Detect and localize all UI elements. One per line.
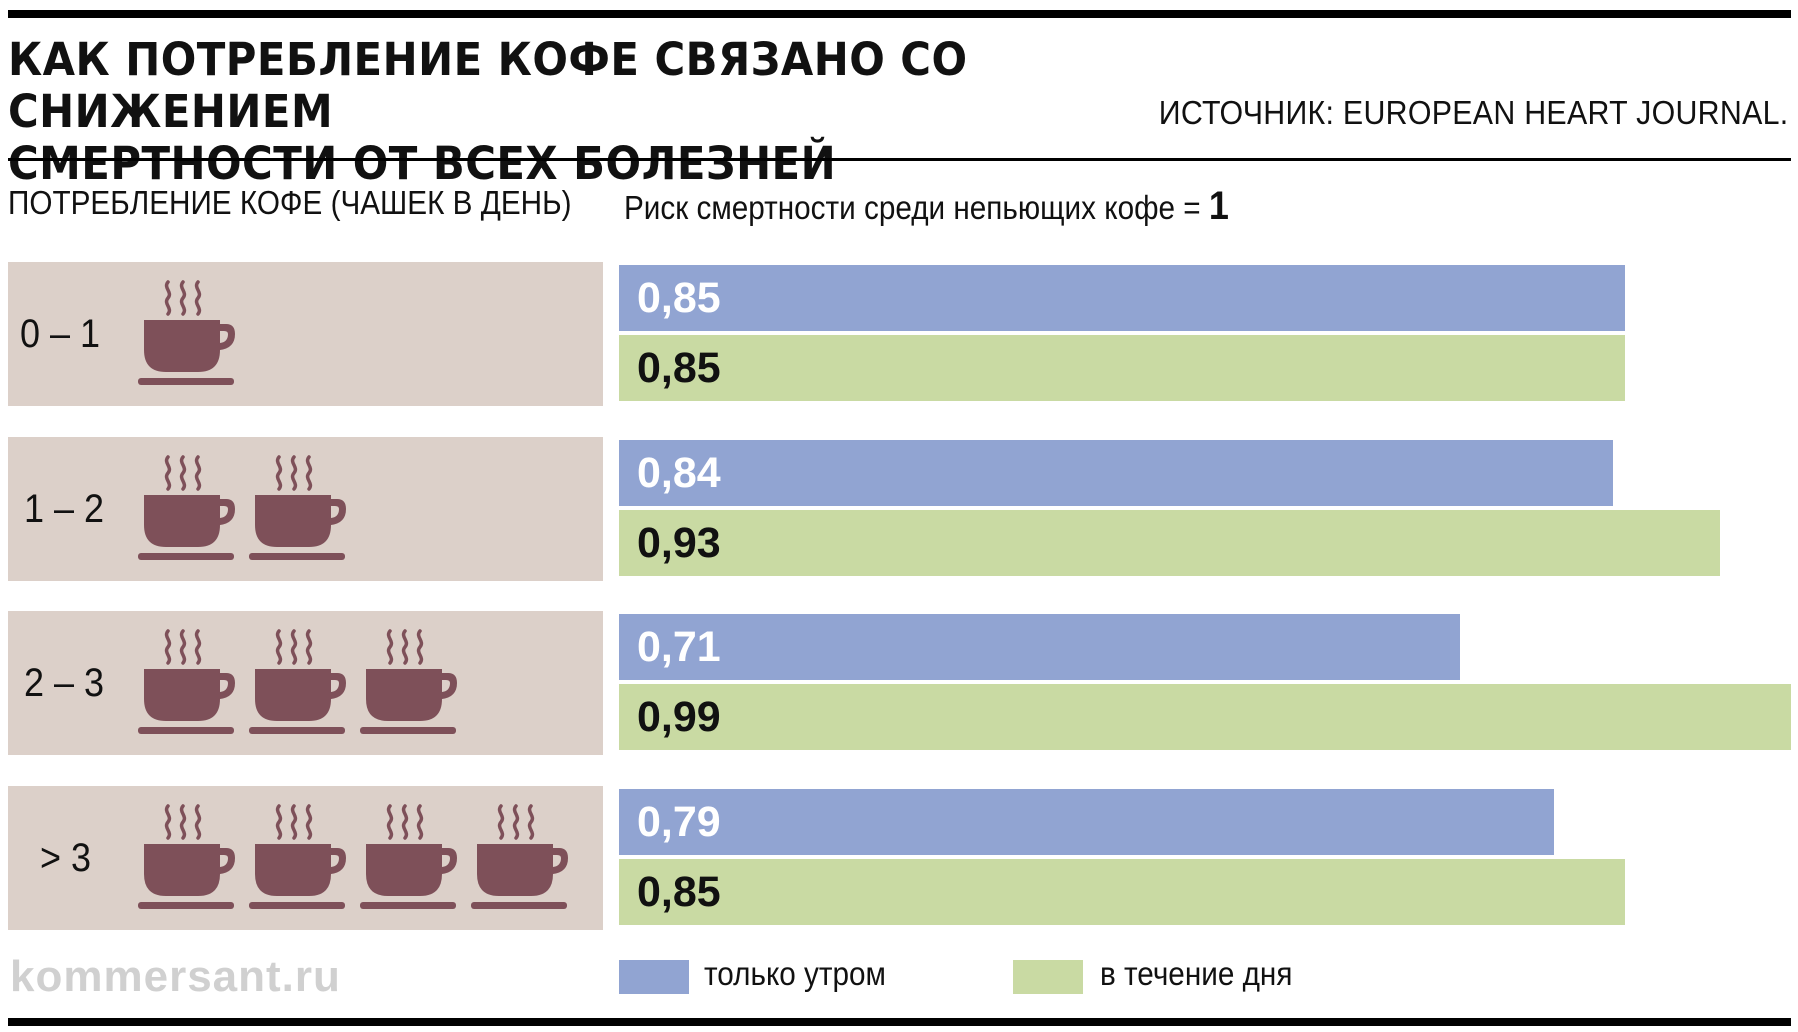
coffee-cup-icon (138, 280, 238, 390)
source-text: ИСТОЧНИК: EUROPEAN HEART JOURNAL. (1158, 94, 1788, 131)
bar-morning: 0,71 (619, 614, 1460, 680)
watermark: kommersant.ru (10, 952, 341, 1001)
right-header-text: Риск смертности среди непьющих кофе = (624, 189, 1209, 226)
header-rule (8, 158, 1791, 161)
bar-day: 0,85 (619, 859, 1625, 925)
legend-label-morning: только утром (704, 955, 886, 992)
left-column-header: ПОТРЕБЛЕНИЕ КОФЕ (ЧАШЕК В ДЕНЬ) (8, 184, 572, 221)
bar-value-label: 0,93 (637, 519, 721, 567)
bar-morning: 0,84 (619, 440, 1613, 506)
bar-value-label: 0,85 (637, 344, 721, 392)
row-label-box: 2 – 3 (8, 611, 603, 755)
bar-value-label: 0,85 (637, 868, 721, 916)
right-column-header: Риск смертности среди непьющих кофе = 1 (624, 184, 1229, 229)
range-label: 1 – 2 (24, 487, 105, 531)
range-label: 2 – 3 (24, 661, 105, 705)
top-rule (8, 10, 1791, 18)
title-line-1: КАК ПОТРЕБЛЕНИЕ КОФЕ СВЯЗАНО СО СНИЖЕНИЕ… (8, 33, 968, 138)
legend-label-day: в течение дня (1100, 955, 1293, 992)
row-label-box: 0 – 1 (8, 262, 603, 406)
coffee-cup-icon (360, 629, 460, 739)
bar-value-label: 0,85 (637, 274, 721, 322)
range-label: > 3 (40, 836, 92, 880)
title-line-2: СМЕРТНОСТИ ОТ ВСЕХ БОЛЕЗНЕЙ (8, 137, 837, 190)
baseline-value: 1 (1208, 184, 1229, 228)
coffee-cup-icon (249, 804, 349, 914)
bar-morning: 0,85 (619, 265, 1625, 331)
bar-day: 0,93 (619, 510, 1720, 576)
row-label-box: > 3 (8, 786, 603, 930)
bottom-rule (8, 1018, 1791, 1026)
coffee-cup-icon (360, 804, 460, 914)
bar-value-label: 0,71 (637, 623, 721, 671)
coffee-cup-icon (138, 455, 238, 565)
bar-value-label: 0,84 (637, 449, 721, 497)
coffee-cup-icon (471, 804, 571, 914)
bar-value-label: 0,99 (637, 693, 721, 741)
range-label: 0 – 1 (20, 312, 101, 356)
bar-day: 0,85 (619, 335, 1625, 401)
legend-swatch-day (1013, 960, 1083, 994)
coffee-cup-icon (249, 455, 349, 565)
legend-swatch-morning (619, 960, 689, 994)
coffee-cup-icon (138, 629, 238, 739)
chart-title: КАК ПОТРЕБЛЕНИЕ КОФЕ СВЯЗАНО СО СНИЖЕНИЕ… (8, 34, 1217, 190)
coffee-cup-icon (249, 629, 349, 739)
bar-day: 0,99 (619, 684, 1791, 750)
coffee-cup-icon (138, 804, 238, 914)
bar-value-label: 0,79 (637, 798, 721, 846)
row-label-box: 1 – 2 (8, 437, 603, 581)
bar-morning: 0,79 (619, 789, 1554, 855)
